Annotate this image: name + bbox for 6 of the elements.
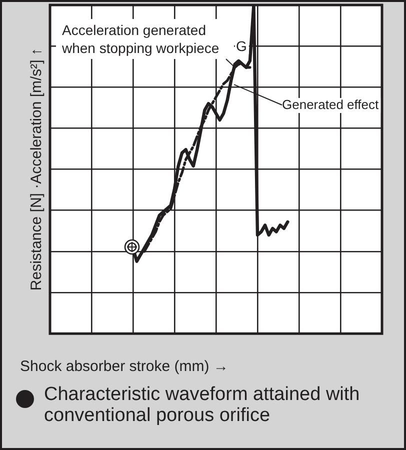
x-axis-title: Shock absorber stroke (mm) →	[20, 358, 228, 375]
text: Characteristic waveform attained with conventional porous orifice	[44, 384, 361, 426]
y-axis-title: Resistance [N] ·Acceleration [m/s²] ↑	[28, 48, 46, 291]
annotation: G	[236, 38, 247, 54]
text: Generated effect	[282, 97, 379, 112]
series-label: Acceleration generated when stopping workpiece	[61, 22, 220, 56]
